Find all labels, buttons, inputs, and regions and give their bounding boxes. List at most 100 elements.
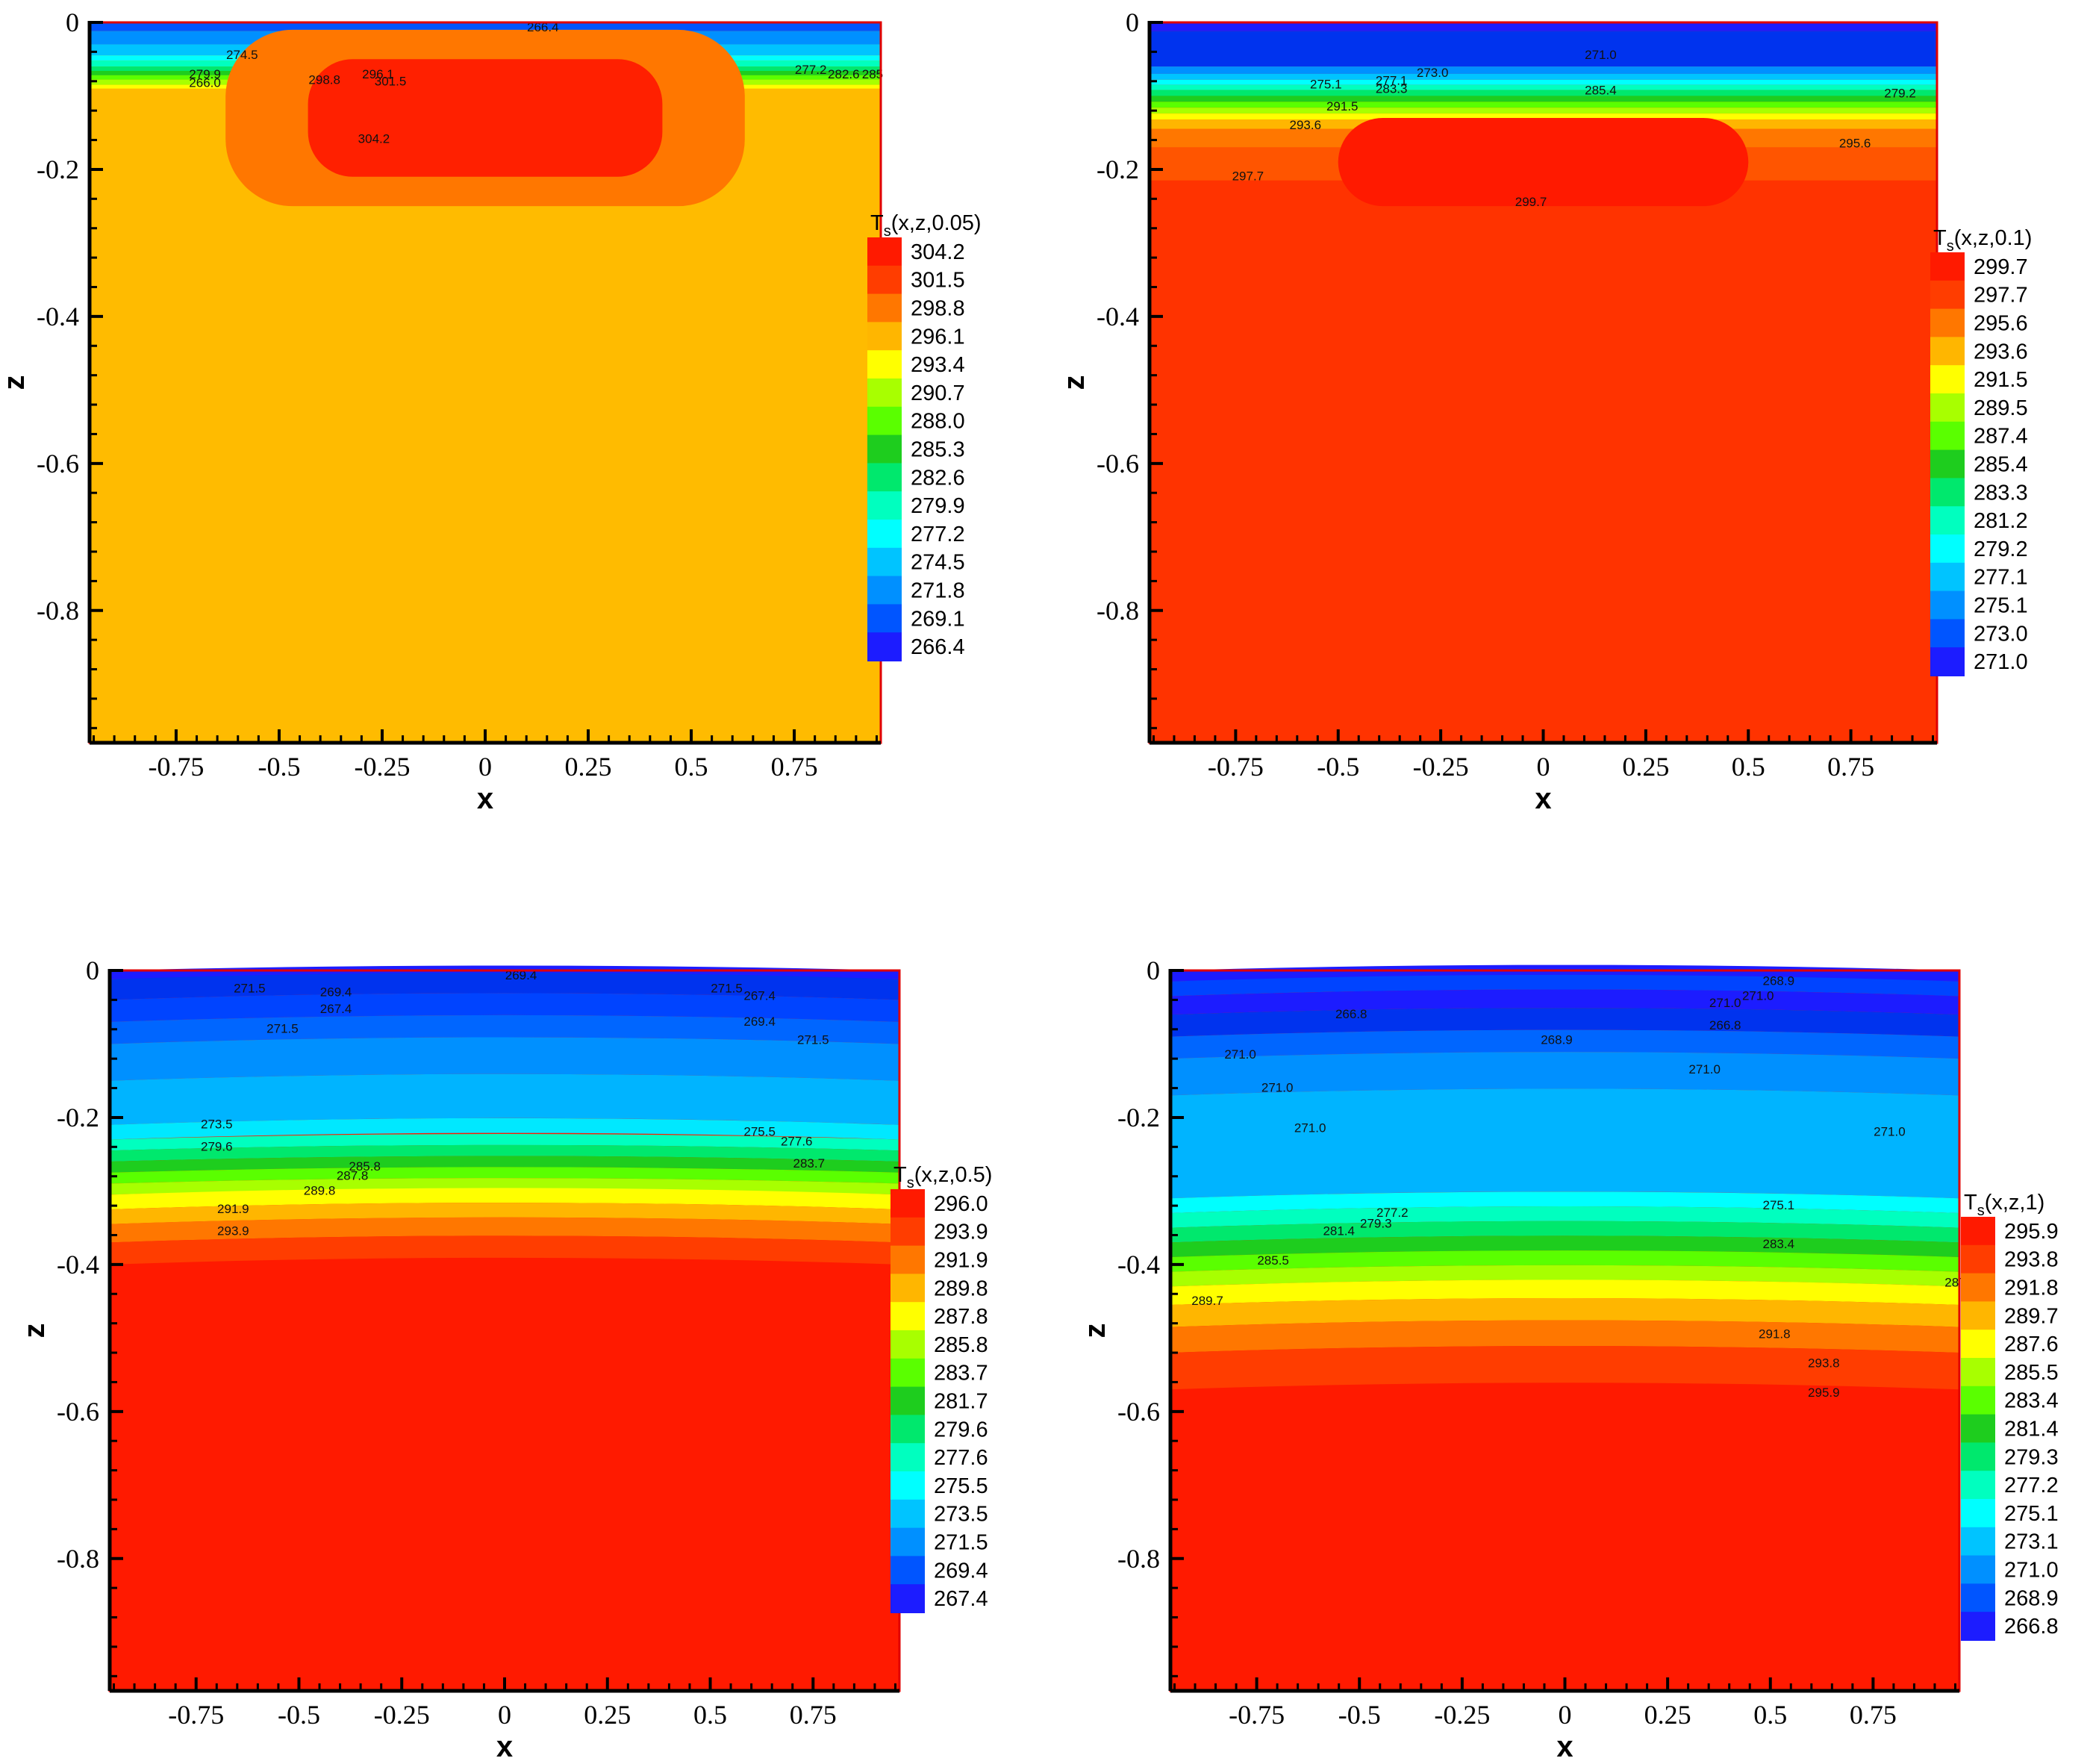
contour-label: 279.2 xyxy=(1884,86,1916,100)
x-tick-label: 0.5 xyxy=(675,752,708,782)
legend-label: 296.1 xyxy=(911,325,965,349)
legend-swatch xyxy=(890,1358,925,1388)
y-tick-label: -0.2 xyxy=(57,1103,99,1132)
y-axis-title: z xyxy=(18,1324,51,1338)
legend-label: 281.7 xyxy=(934,1390,988,1414)
x-tick-label: -0.5 xyxy=(1317,752,1359,782)
legend-swatch xyxy=(890,1443,925,1472)
contour-label: 296.1 xyxy=(362,67,394,81)
y-tick-label: -0.4 xyxy=(57,1250,99,1280)
legend-swatch xyxy=(1961,1244,1995,1274)
contour-band xyxy=(1150,31,1937,67)
legend-swatch xyxy=(867,378,902,408)
x-tick-label: 0.25 xyxy=(584,1700,631,1730)
contour-label: 293.6 xyxy=(1290,118,1322,132)
x-tick-label: 0.75 xyxy=(1850,1700,1897,1730)
legend-label: 275.1 xyxy=(2004,1502,2059,1526)
contour-label: 279.3 xyxy=(1360,1217,1392,1231)
contour-band xyxy=(1150,73,1937,80)
legend-swatch xyxy=(1961,1330,1995,1359)
legend-swatch xyxy=(890,1499,925,1529)
x-tick-label: -0.5 xyxy=(278,1700,320,1730)
contour-label: 297.7 xyxy=(1232,169,1264,184)
contour-band xyxy=(1170,1052,1959,1096)
contour-band xyxy=(110,1156,899,1173)
legend-swatch xyxy=(1961,1442,1995,1472)
contour-label: 295.9 xyxy=(1808,1386,1840,1400)
contour-label: 293.8 xyxy=(1808,1356,1840,1371)
legend-swatch xyxy=(867,632,902,661)
contour-label: 274.5 xyxy=(226,48,258,62)
x-tick-label: 0 xyxy=(478,752,492,782)
legend-swatch xyxy=(867,293,902,323)
legend-title: Ts(x,z,0.5) xyxy=(893,1163,992,1191)
x-axis-title: x xyxy=(496,1730,513,1763)
legend-label: 277.6 xyxy=(934,1446,988,1470)
legend-label: 296.0 xyxy=(934,1192,988,1216)
contour-band xyxy=(1170,1206,1959,1228)
contour-band xyxy=(110,1118,899,1140)
legend-swatch xyxy=(1961,1583,1995,1613)
legend-swatch xyxy=(890,1189,925,1218)
contour-label: 268.9 xyxy=(1762,974,1794,988)
contour-band xyxy=(110,972,899,1000)
legend-swatch xyxy=(867,576,902,605)
legend-swatch xyxy=(1930,421,1965,451)
contour-label: 266.8 xyxy=(1335,1007,1367,1021)
legend-label: 291.5 xyxy=(1974,368,2028,392)
y-tick-label: -0.6 xyxy=(1097,449,1139,479)
legend-label: 267.4 xyxy=(934,1587,988,1611)
legend-swatch xyxy=(1930,365,1965,394)
y-tick-label: -0.4 xyxy=(1097,302,1139,331)
x-tick-label: -0.5 xyxy=(1338,1700,1381,1730)
legend-swatch xyxy=(1930,308,1965,338)
contour-label: 285.8 xyxy=(349,1159,381,1174)
legend-swatch xyxy=(890,1274,925,1303)
contour-band xyxy=(110,1167,899,1184)
legend-label: 299.7 xyxy=(1974,255,2028,279)
legend-label: 295.6 xyxy=(1974,312,2028,336)
y-tick-label: 0 xyxy=(1126,7,1139,37)
x-tick-label: 0.5 xyxy=(1753,1700,1787,1730)
contour-label: 289.7 xyxy=(1191,1294,1223,1308)
x-tick-label: 0.25 xyxy=(1644,1700,1691,1730)
legend-swatch xyxy=(1961,1527,1995,1556)
legend-swatch xyxy=(1930,506,1965,535)
contour-band xyxy=(110,965,899,979)
contour-label: 285 xyxy=(862,67,883,81)
contour-label: 285.5 xyxy=(1257,1253,1289,1268)
legend-swatch xyxy=(867,604,902,634)
legend-swatch xyxy=(1961,1273,1995,1303)
legend-label: 288.0 xyxy=(911,410,965,434)
legend-label: 275.1 xyxy=(1974,594,2028,618)
contour-band xyxy=(110,1203,899,1224)
x-tick-label: -0.25 xyxy=(354,752,410,782)
legend-swatch xyxy=(890,1302,925,1331)
contour-label: 271.0 xyxy=(1742,988,1774,1003)
contour-band xyxy=(1170,1221,1959,1243)
legend-swatch xyxy=(1930,449,1965,479)
contour-label: 281.4 xyxy=(1323,1224,1355,1238)
legend-swatch xyxy=(1961,1555,1995,1585)
legend-swatch xyxy=(867,547,902,577)
contour-band xyxy=(1150,84,1937,90)
contour-label: 277.2 xyxy=(795,63,827,77)
contour-label: 283.3 xyxy=(1376,82,1408,96)
legend-label: 291.9 xyxy=(934,1249,988,1273)
contour-label: 298.8 xyxy=(308,73,340,87)
contour-band xyxy=(1150,66,1937,74)
legend-swatch xyxy=(1930,590,1965,620)
contour-label: 271.5 xyxy=(711,982,743,996)
contour-band xyxy=(110,1134,899,1151)
legend-swatch xyxy=(890,1584,925,1613)
legend-label: 289.8 xyxy=(934,1277,988,1300)
contour-label: 295.6 xyxy=(1839,136,1871,150)
legend-swatch xyxy=(867,406,902,436)
y-tick-label: -0.4 xyxy=(37,302,79,331)
legend-swatch xyxy=(1930,252,1965,281)
colorbar-legend: Ts(x,z,0.5)296.0 293.9 291.9 289.8 287.8 285.… xyxy=(890,1163,992,1613)
contour-band xyxy=(1170,989,1959,1015)
contour-label: 301.5 xyxy=(375,75,407,89)
contour-label: 271.5 xyxy=(797,1032,829,1047)
